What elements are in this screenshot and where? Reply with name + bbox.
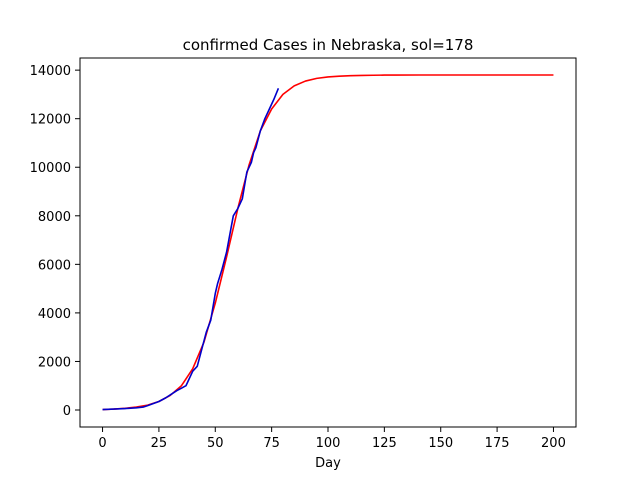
x-tick-label: 200 <box>541 436 566 451</box>
y-axis: 0 2000 4000 6000 8000 10000 12000 14000 <box>30 64 80 419</box>
x-tick-label: 150 <box>428 436 453 451</box>
x-tick-label: 25 <box>151 436 168 451</box>
series-line-1 <box>102 74 554 411</box>
y-tick-label: 2000 <box>38 355 71 370</box>
x-tick-label: 125 <box>372 436 397 451</box>
series-layer <box>102 74 554 411</box>
y-tick-label: 6000 <box>38 258 71 273</box>
x-tick-label: 0 <box>98 436 106 451</box>
x-tick-label: 50 <box>207 436 224 451</box>
y-tick-label: 10000 <box>30 161 71 176</box>
plot-frame <box>79 57 577 428</box>
series-line-2 <box>102 88 280 411</box>
x-axis: 0 25 50 75 100 125 150 175 200 <box>98 427 566 451</box>
x-tick-label: 100 <box>316 436 341 451</box>
x-axis-label: Day <box>315 456 341 471</box>
chart-title: confirmed Cases in Nebraska, sol=178 <box>183 36 474 54</box>
x-tick-label: 75 <box>263 436 280 451</box>
y-tick-label: 8000 <box>38 210 71 225</box>
x-tick-label: 175 <box>485 436 510 451</box>
y-tick-label: 12000 <box>30 113 71 128</box>
y-tick-label: 0 <box>63 404 71 419</box>
y-tick-label: 14000 <box>30 64 71 79</box>
y-tick-label: 4000 <box>38 307 71 322</box>
